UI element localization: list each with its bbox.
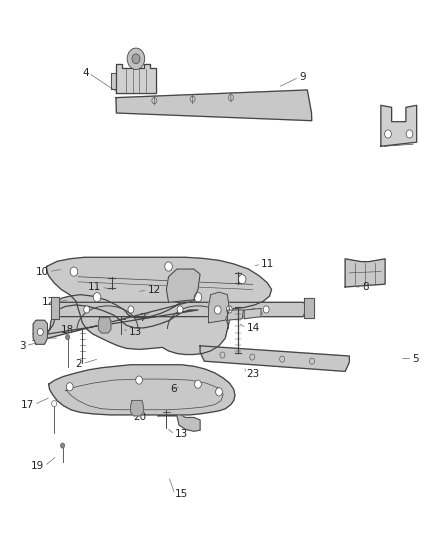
Text: 19: 19: [31, 461, 45, 471]
Polygon shape: [46, 257, 272, 354]
Text: 24: 24: [223, 308, 237, 318]
Polygon shape: [38, 295, 198, 341]
Polygon shape: [227, 310, 244, 320]
Circle shape: [127, 48, 145, 69]
Circle shape: [66, 335, 70, 340]
Text: 17: 17: [21, 400, 34, 410]
Polygon shape: [116, 64, 156, 93]
Text: 6: 6: [171, 384, 177, 394]
Polygon shape: [57, 302, 307, 317]
Text: 15: 15: [175, 489, 188, 499]
Circle shape: [165, 262, 172, 271]
Text: 5: 5: [413, 353, 419, 364]
Circle shape: [177, 306, 183, 313]
Text: 20: 20: [133, 413, 146, 423]
Circle shape: [385, 130, 392, 138]
Text: 12: 12: [42, 297, 55, 308]
Polygon shape: [208, 292, 230, 323]
Circle shape: [263, 306, 269, 313]
Text: 13: 13: [175, 429, 188, 439]
Circle shape: [238, 274, 246, 284]
Circle shape: [194, 293, 202, 302]
Circle shape: [194, 380, 201, 388]
Text: 11: 11: [261, 259, 274, 269]
Text: 9: 9: [299, 72, 306, 82]
Polygon shape: [51, 297, 59, 319]
Polygon shape: [98, 318, 111, 333]
Text: 11: 11: [88, 282, 101, 292]
Polygon shape: [166, 269, 200, 302]
Text: 2: 2: [76, 359, 82, 369]
Circle shape: [84, 306, 90, 313]
Text: 10: 10: [35, 266, 49, 277]
Text: 16: 16: [31, 333, 45, 343]
Text: 13: 13: [129, 327, 142, 337]
Circle shape: [406, 130, 413, 138]
Circle shape: [37, 328, 43, 336]
Circle shape: [93, 293, 101, 302]
Polygon shape: [131, 401, 143, 416]
Polygon shape: [200, 346, 350, 372]
Polygon shape: [116, 90, 312, 120]
Circle shape: [226, 306, 232, 313]
Polygon shape: [33, 320, 47, 344]
Text: 25: 25: [251, 308, 264, 318]
Text: 12: 12: [148, 285, 161, 295]
Text: 4: 4: [82, 68, 88, 78]
Circle shape: [52, 401, 57, 407]
Text: 23: 23: [246, 369, 260, 379]
Text: 18: 18: [61, 326, 74, 335]
Circle shape: [136, 376, 142, 384]
Text: 8: 8: [362, 282, 369, 292]
Circle shape: [60, 443, 65, 448]
Polygon shape: [345, 259, 385, 287]
Polygon shape: [158, 415, 200, 431]
Text: 14: 14: [246, 323, 260, 333]
Circle shape: [132, 54, 140, 63]
Text: 7: 7: [139, 313, 146, 322]
Text: 20: 20: [99, 318, 112, 328]
Polygon shape: [304, 298, 314, 318]
Circle shape: [128, 306, 134, 313]
Polygon shape: [49, 365, 235, 415]
Circle shape: [214, 306, 221, 314]
Text: 1: 1: [217, 300, 223, 310]
Circle shape: [215, 388, 223, 396]
Circle shape: [70, 267, 78, 276]
Polygon shape: [381, 106, 417, 146]
Circle shape: [67, 383, 73, 391]
Polygon shape: [111, 74, 116, 88]
Text: 3: 3: [19, 341, 25, 351]
Polygon shape: [244, 309, 261, 319]
